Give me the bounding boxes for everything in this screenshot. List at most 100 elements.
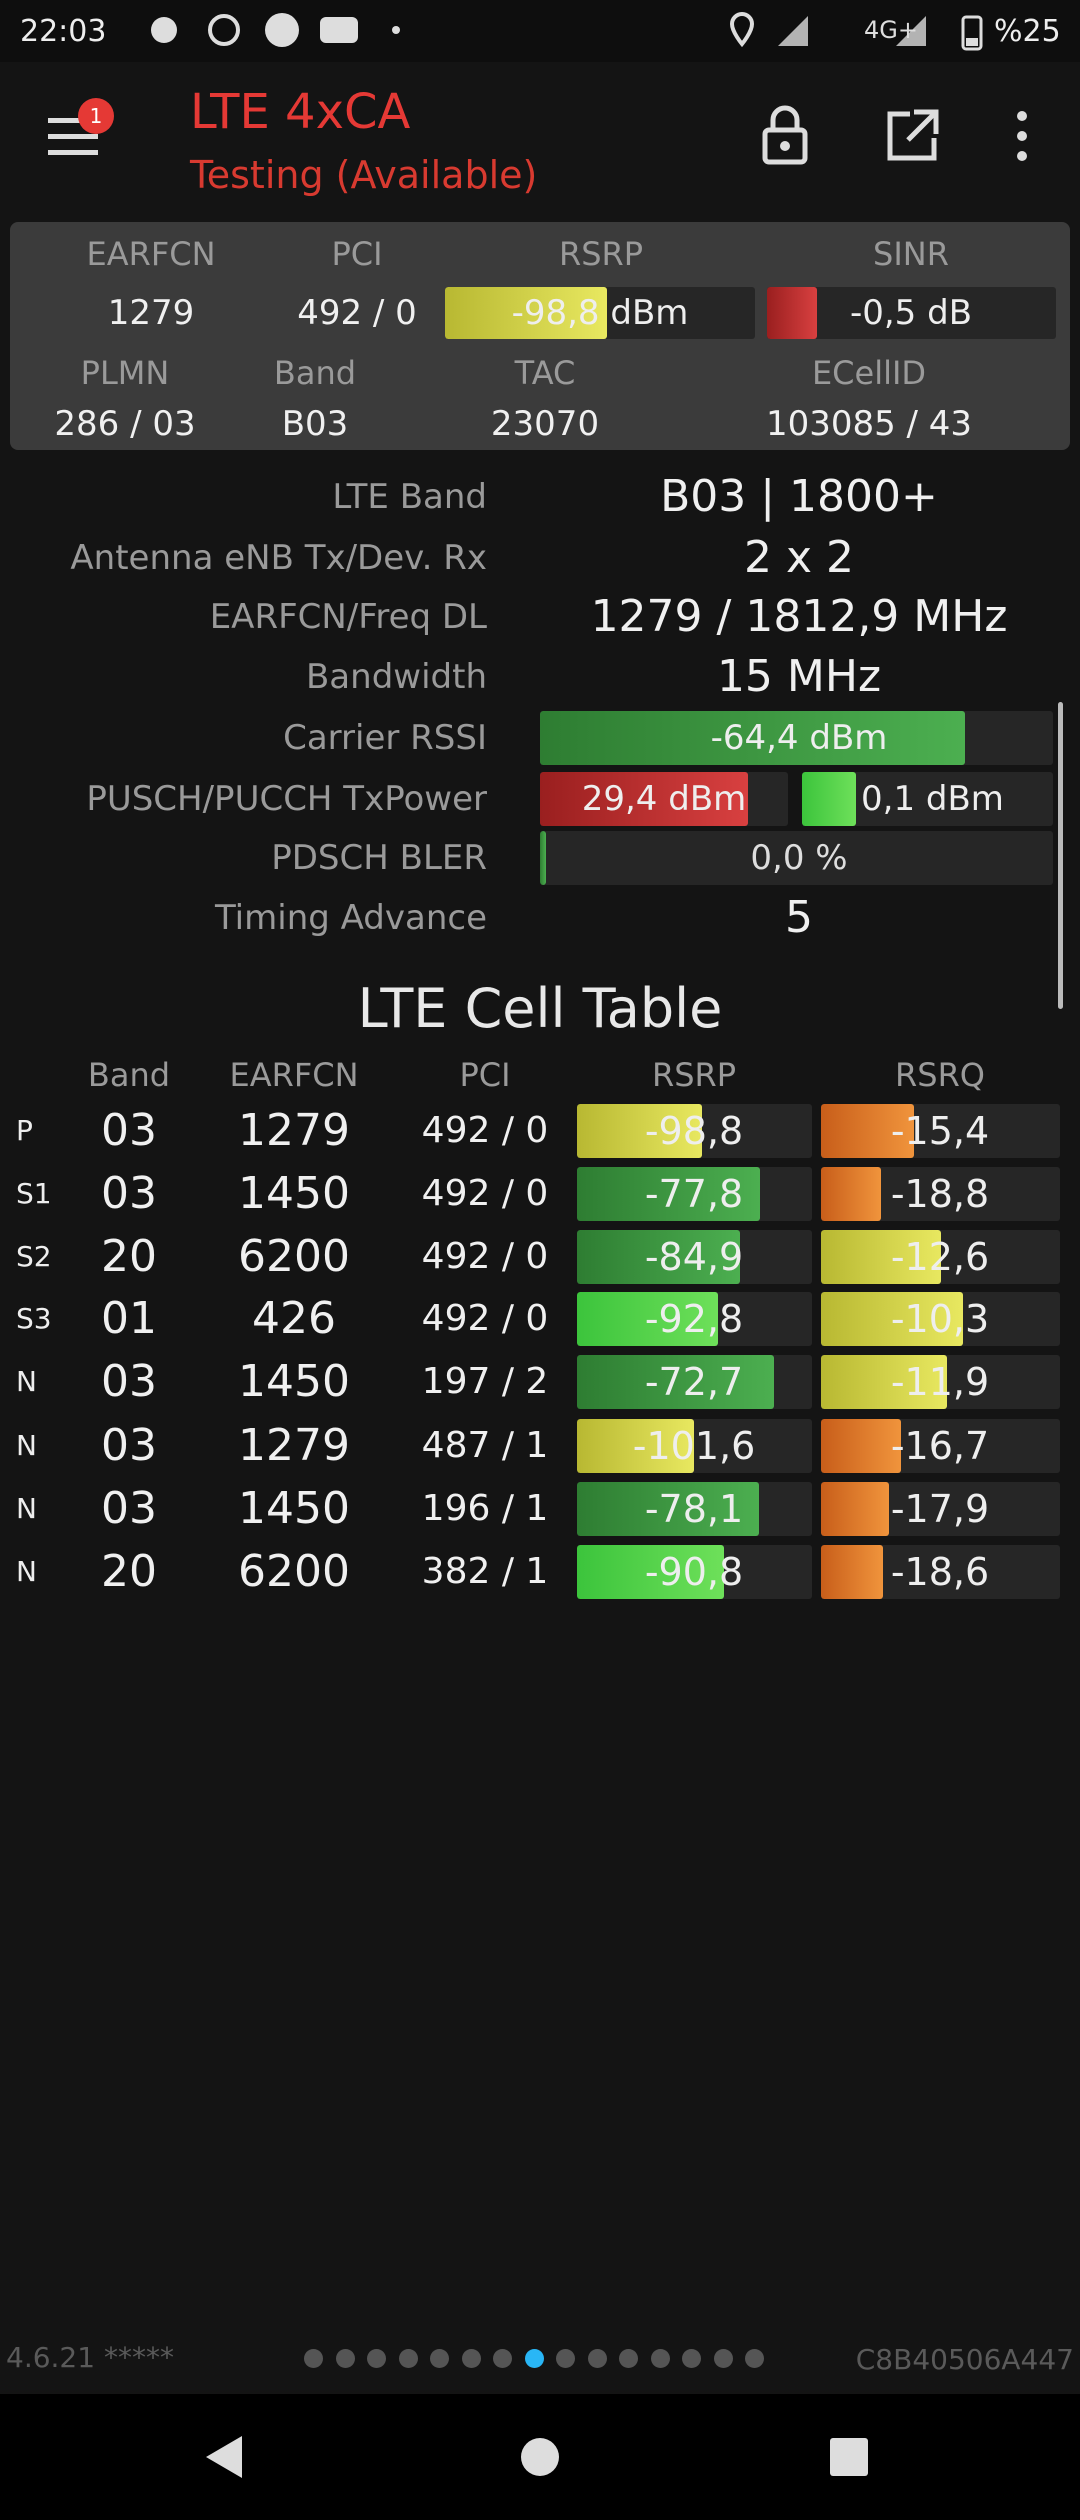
- cell-type: N: [16, 1365, 37, 1398]
- cell-band: 01: [101, 1293, 157, 1344]
- rsrp-bar: [577, 1482, 759, 1536]
- cell-type: P: [16, 1114, 33, 1147]
- summary-label: PLMN: [80, 354, 170, 392]
- summary-label: TAC: [514, 354, 576, 392]
- rsrp-bar: [577, 1545, 724, 1599]
- cell-rsrq: -15,4: [890, 1109, 990, 1153]
- cell-type: S1: [16, 1177, 52, 1210]
- battery-level: %25: [994, 14, 1061, 49]
- badge-count: 1: [89, 104, 103, 128]
- info-value: 29,4 dBm: [581, 779, 747, 819]
- notification-icons: [151, 13, 400, 47]
- summary-value: B03: [281, 404, 349, 444]
- cell-rsrp: -101,6: [632, 1424, 756, 1468]
- page-indicator-dot: [493, 2349, 512, 2368]
- info-value: 1279 / 1812,9 MHz: [590, 591, 1008, 642]
- page-indicator-dot: [745, 2349, 764, 2368]
- cell-rsrp: -72,7: [644, 1360, 744, 1404]
- rssi-bar: [540, 711, 966, 765]
- cell-earfcn: 1450: [238, 1483, 350, 1534]
- cell-rsrp: -84,9: [644, 1235, 744, 1279]
- rsrp-bar: [577, 1167, 760, 1221]
- info-label: PDSCH BLER: [271, 838, 487, 878]
- cell-rsrp: -98,8: [644, 1109, 744, 1153]
- page-indicator-dot: [398, 2349, 418, 2368]
- rsrp-bar: [577, 1104, 702, 1158]
- cell-type: S2: [16, 1240, 52, 1273]
- rsrp-bar: [577, 1355, 774, 1409]
- cell-band: 03: [101, 1105, 157, 1156]
- menu-button[interactable]: [44, 110, 104, 160]
- rsrq-bar: [821, 1230, 941, 1284]
- rsrp-bar-track: [577, 1230, 812, 1284]
- cell-earfcn: 1279: [238, 1420, 350, 1471]
- sinr-bar-track: [767, 287, 1056, 339]
- summary-label: PCI: [331, 235, 383, 273]
- cell-earfcn: 6200: [238, 1231, 350, 1282]
- app-title: LTE 4xCA: [190, 84, 411, 140]
- summary-value: 1279: [107, 293, 195, 333]
- cell-pci: 196 / 1: [421, 1488, 549, 1529]
- cell-type: N: [16, 1555, 37, 1588]
- network-type: 4G+: [864, 16, 918, 44]
- info-label: Bandwidth: [305, 657, 487, 697]
- status-bar: [0, 0, 1080, 62]
- page-indicator-dot: [650, 2349, 670, 2368]
- app-subtitle: Testing (Available): [190, 153, 538, 197]
- page-indicator-dot: [335, 2349, 355, 2368]
- page-indicator-dot: [556, 2349, 575, 2368]
- info-label: Carrier RSSI: [283, 718, 487, 758]
- cell-pci: 492 / 0: [421, 1236, 549, 1277]
- page-indicator-dot: [461, 2349, 481, 2368]
- cell-pci: 197 / 2: [421, 1361, 549, 1402]
- summary-value: -98,8 dBm: [511, 293, 689, 333]
- cell-pci: 492 / 0: [421, 1298, 549, 1339]
- cell-band: 03: [101, 1420, 157, 1471]
- cell-rsrp: -77,8: [644, 1172, 744, 1216]
- page-indicator-dot: [430, 2349, 449, 2368]
- rsrq-bar: [821, 1104, 914, 1158]
- cell-pci: 492 / 0: [421, 1110, 549, 1151]
- lock-button[interactable]: [760, 104, 810, 166]
- pucch-bar: [802, 772, 856, 826]
- summary-value: 103085 / 43: [765, 404, 973, 444]
- rsrq-bar: [821, 1292, 963, 1346]
- app-version: 4.6.21 *****: [6, 2341, 174, 2374]
- cell-rsrq: -11,9: [890, 1360, 990, 1404]
- rsrq-bar-track: [821, 1292, 1060, 1346]
- sinr-bar: [767, 287, 818, 339]
- rsrq-bar-track: [821, 1545, 1060, 1599]
- cell-type: N: [16, 1429, 37, 1462]
- info-label: PUSCH/PUCCH TxPower: [86, 779, 487, 819]
- summary-label: Band: [273, 354, 357, 392]
- cell-rsrq: -12,6: [890, 1235, 990, 1279]
- page-indicator-dot: [682, 2349, 701, 2368]
- more-button[interactable]: [1010, 108, 1034, 164]
- info-label: Antenna eNB Tx/Dev. Rx: [70, 538, 487, 578]
- rsrp-bar-track: [577, 1104, 812, 1158]
- rsrp-bar: [577, 1292, 719, 1346]
- cell-type: N: [16, 1492, 37, 1525]
- cell-earfcn: 1450: [238, 1356, 350, 1407]
- status-icons: [729, 11, 926, 48]
- column-header: PCI: [459, 1056, 511, 1094]
- rsrq-bar: [821, 1419, 901, 1473]
- cell-pci: 487 / 1: [421, 1425, 549, 1466]
- cell-pci: 382 / 1: [421, 1551, 549, 1592]
- rsrp-bar-track: [577, 1482, 812, 1536]
- cell-rsrp: -90,8: [644, 1550, 744, 1594]
- rsrq-bar-track: [821, 1104, 1060, 1158]
- navigation-buttons[interactable]: [0, 2394, 1080, 2520]
- rsrq-bar-track: [821, 1355, 1060, 1409]
- bler-bar-track: [540, 831, 1053, 885]
- rsrp-bar-track: [577, 1292, 812, 1346]
- pusch-bar: [540, 772, 748, 826]
- cell-band: 03: [101, 1168, 157, 1219]
- rsrq-bar-track: [821, 1482, 1060, 1536]
- summary-value: 492 / 0: [297, 293, 417, 333]
- rssi-bar-track: [540, 711, 1053, 765]
- summary-value: 286 / 03: [54, 404, 196, 444]
- share-button[interactable]: [884, 108, 940, 164]
- summary-value: -0,5 dB: [849, 293, 973, 333]
- page-indicator-dot: [713, 2349, 733, 2368]
